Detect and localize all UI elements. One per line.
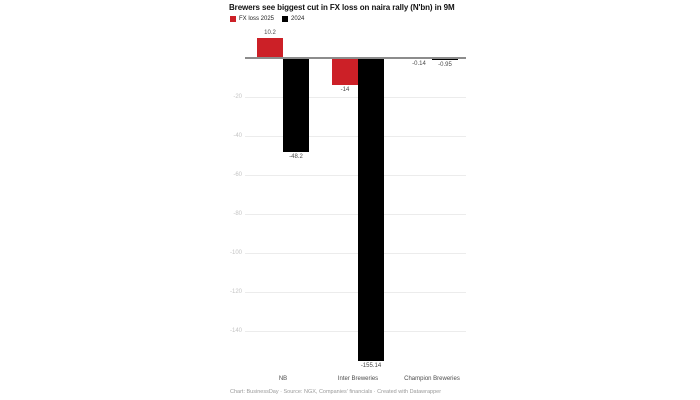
chart-title: Brewers see biggest cut in FX loss on na… [229,3,455,12]
plot-area: -20 -40 -60 -80 -100 -120 -140 10.2 -14 -0.14 -48.… [230,30,466,390]
value-label: -48.2 [289,153,303,160]
y-axis-tick-label: -100 [229,250,242,256]
x-axis-category-label: NB [278,376,288,382]
y-axis-tick-label: -40 [233,133,242,139]
y-axis-tick-label: -80 [233,211,242,217]
x-axis-category-label: Inter Breweries [337,376,379,382]
y-axis-tick-label: -60 [233,172,242,178]
value-label: -155.14 [360,362,382,369]
bar-2024 [283,58,309,152]
attribution-footer: Chart: BusinessDay · Source: NGX, Compan… [230,389,442,395]
gridline [245,292,466,293]
legend-item-2024: 2024 [282,16,304,22]
legend-swatch-2025 [230,16,236,22]
value-label: -0.14 [412,60,426,67]
gridline [245,253,466,254]
y-axis-tick-label: -140 [229,328,242,334]
gridline [245,136,466,137]
gridline [245,214,466,215]
bar-2025 [332,58,358,86]
gridline [245,97,466,98]
legend-label-2025: FX loss 2025 [239,16,275,22]
y-axis-tick-label: -20 [233,94,242,100]
value-label: 10.2 [264,30,276,37]
legend-label-2024: 2024 [291,16,305,22]
legend: FX loss 2025 2024 [230,16,304,22]
value-label: -14 [340,87,350,94]
gridline [245,175,466,176]
zero-axis-line [245,57,466,59]
x-axis-category-label: Champion Breweries [404,376,460,382]
value-label: -0.95 [438,61,452,68]
legend-swatch-2024 [282,16,289,22]
bar-2025 [257,38,283,58]
legend-item-2025: FX loss 2025 [230,16,274,22]
bar-2024 [358,58,384,361]
gridline [245,331,466,332]
y-axis-tick-label: -120 [229,289,242,295]
